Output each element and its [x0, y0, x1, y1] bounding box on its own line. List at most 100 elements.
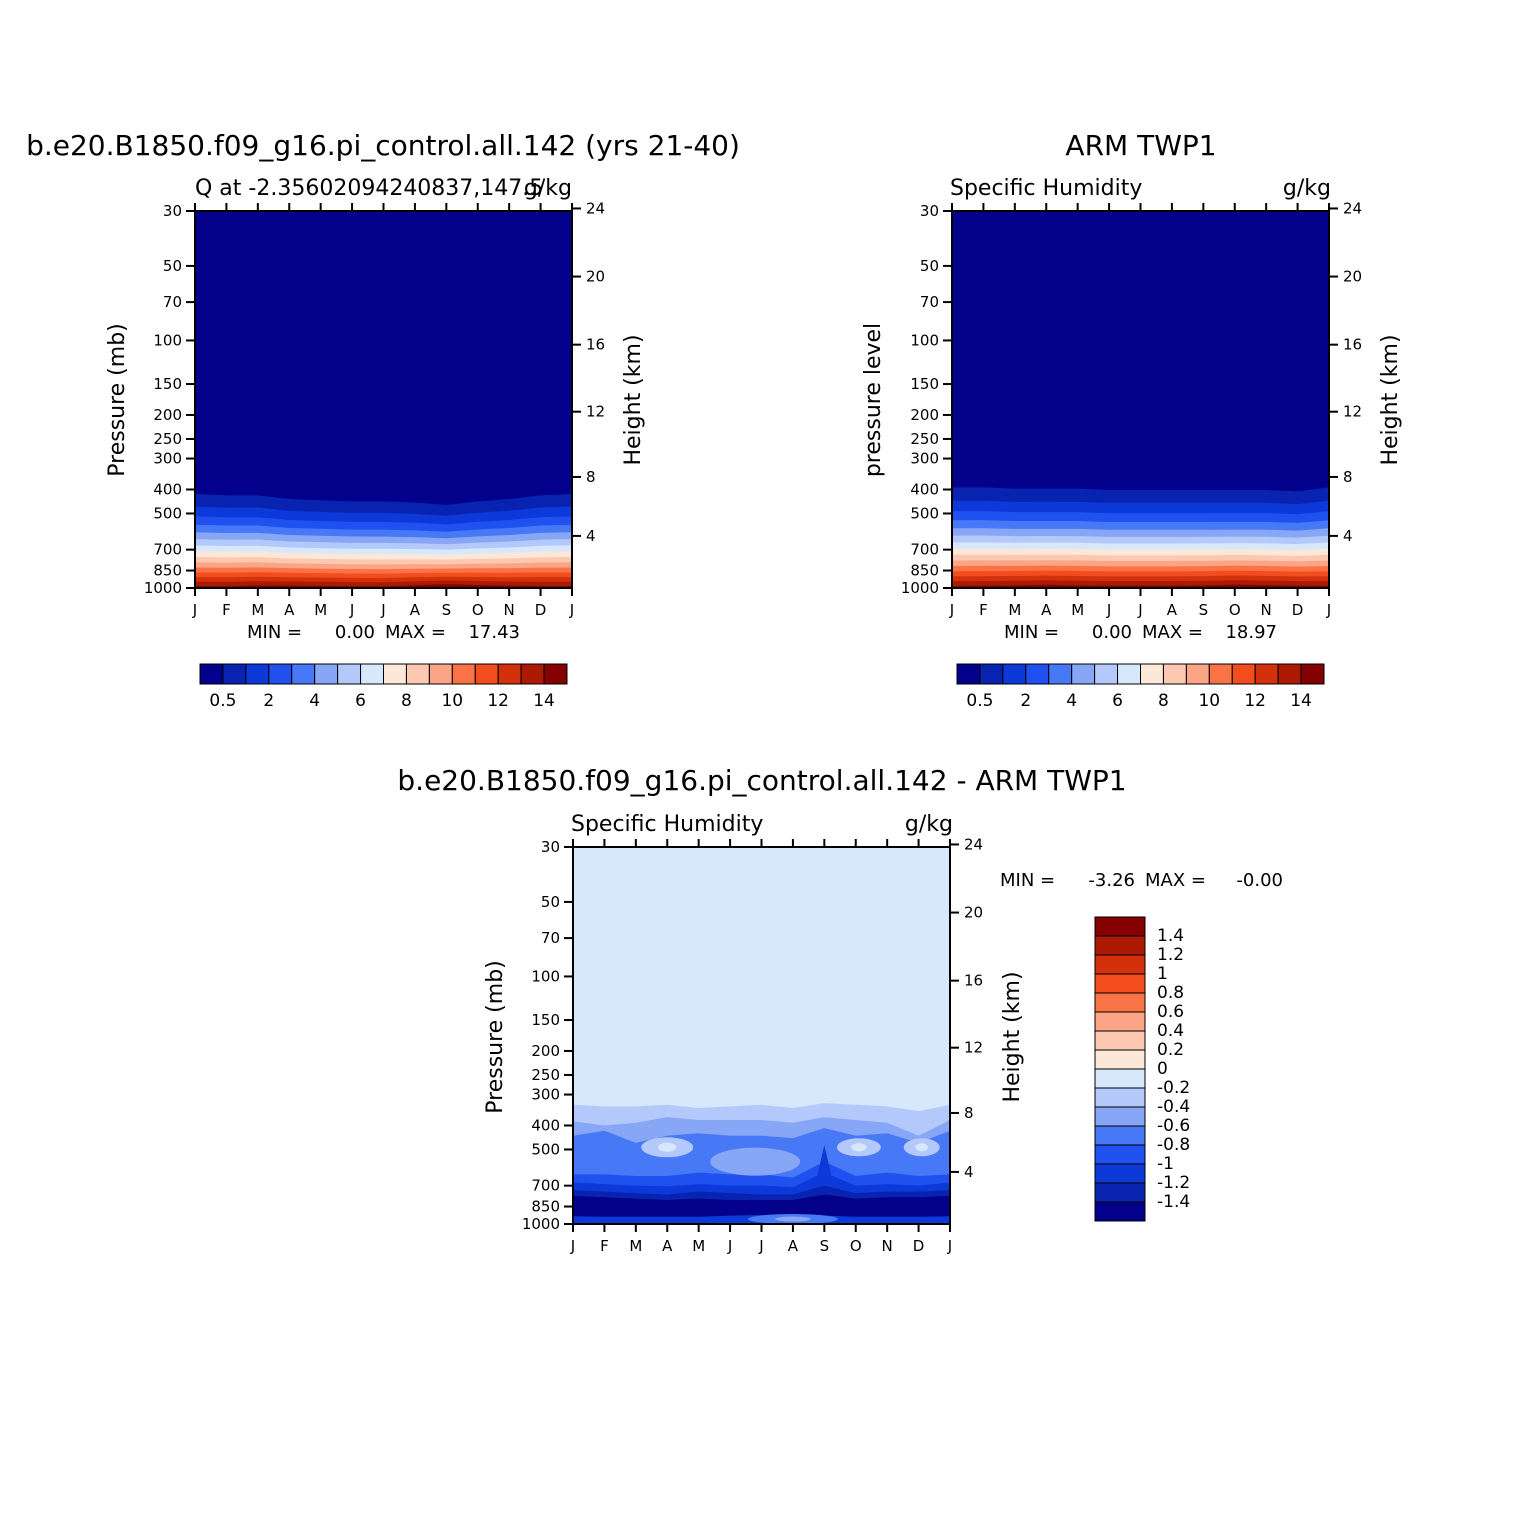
panel-obs-colorbar-label: 6 — [1112, 691, 1123, 711]
panel-obs-max-value: 18.97 — [1225, 622, 1277, 643]
panel-obs-ytick-label: 300 — [910, 450, 939, 468]
panel-model-ytick-label: 300 — [153, 450, 182, 468]
panel-diff-yrtick-label: 8 — [964, 1104, 974, 1122]
panel-obs-xtick-label: A — [1167, 601, 1178, 619]
panel-diff-colorbar-box — [1094, 973, 1146, 994]
panel-obs-xtick-label: M — [1008, 601, 1021, 619]
panel-obs-ytick-label: 30 — [920, 202, 939, 220]
panel-diff-contour-blob — [851, 1143, 867, 1152]
panel-model-title: b.e20.B1850.f09_g16.pi_control.all.142 (… — [26, 129, 740, 162]
panel-obs-colorbar-label: 14 — [1290, 691, 1312, 711]
panel-model-xtick-label: N — [504, 601, 515, 619]
panel-diff-colorbar-label: -1 — [1157, 1154, 1174, 1174]
panel-model-colorbar-box — [245, 663, 270, 685]
panel-diff-colorbar-label: -0.2 — [1157, 1078, 1190, 1098]
panel-model-colorbar-box — [451, 663, 476, 685]
panel-obs-yrtick-label: 20 — [1343, 268, 1362, 286]
panel-diff-colorbar-label: 1 — [1157, 964, 1168, 984]
panel-obs-xtick-label: J — [1106, 601, 1111, 619]
panel-diff-colorbar-box — [1094, 1049, 1146, 1070]
panel-diff-contour-blob — [710, 1147, 801, 1176]
panel-obs-colorbar-box — [1002, 663, 1027, 685]
panel-model-ytick-label: 50 — [163, 257, 182, 275]
panel-model-xtick-label: M — [251, 601, 264, 619]
panel-obs-ytick-label: 250 — [910, 430, 939, 448]
panel-model-colorbar-label: 8 — [401, 691, 412, 711]
panel-model-ytick-label: 70 — [163, 293, 182, 311]
panel-model-colorbar-box — [543, 663, 568, 685]
panel-model-xtick-label: J — [349, 601, 354, 619]
panel-model-yrtick-label: 20 — [586, 268, 605, 286]
panel-diff-ytick-label: 150 — [531, 1011, 560, 1029]
panel-obs-colorbar-box — [1231, 663, 1256, 685]
panel-model-colorbar-box — [337, 663, 362, 685]
panel-obs-xtick-label: S — [1199, 601, 1209, 619]
panel-obs-ytick-label: 500 — [910, 504, 939, 522]
panel-model-ytick-label: 500 — [153, 504, 182, 522]
panel-diff-ytick-label: 700 — [531, 1177, 560, 1195]
panel-diff-max-label: MAX = — [1145, 870, 1206, 891]
panel-obs-xtick-label: J — [949, 601, 954, 619]
panel-model-colorbar-box — [199, 663, 224, 685]
panel-model-colorbar-box — [474, 663, 499, 685]
panel-diff-min-value: -3.26 — [1088, 870, 1135, 891]
panel-model-ylabel: Pressure (mb) — [105, 323, 130, 477]
panel-diff-contour-band — [573, 1194, 950, 1224]
panel-obs-colorbar-box — [979, 663, 1004, 685]
panel-diff-xtick-label: D — [913, 1237, 925, 1255]
panel-model-xtick-label: D — [535, 601, 547, 619]
panel-model-ytick-label: 100 — [153, 331, 182, 349]
panel-diff-colorbar-label: -1.2 — [1157, 1173, 1190, 1193]
panel-obs-min-value: 0.00 — [1092, 622, 1132, 643]
panel-obs-xtick-label: D — [1292, 601, 1304, 619]
panel-obs-colorbar-box — [1162, 663, 1187, 685]
panel-diff-yrtick-label: 20 — [964, 904, 983, 922]
panel-model-ytick-label: 30 — [163, 202, 182, 220]
panel-model-colorbar: 0.5 2 4 6 8 10 12 14 — [199, 663, 568, 711]
panel-obs-xtick-label: N — [1261, 601, 1272, 619]
panel-model-ytick-label: 700 — [153, 541, 182, 559]
panel-model-colorbar-box — [360, 663, 384, 685]
panel-model-ytick-label: 150 — [153, 375, 182, 393]
panel-model-yrtick-label: 4 — [586, 527, 596, 545]
panel-obs-colorbar: 0.5 2 4 6 8 10 12 14 — [956, 663, 1325, 711]
panel-diff-units: g/kg — [905, 812, 953, 837]
panel-diff-yrtick-label: 24 — [964, 835, 983, 853]
panel-diff-xtick-label: N — [882, 1237, 893, 1255]
panel-obs-colorbar-box — [1071, 663, 1096, 685]
panel-diff-colorbar-box — [1094, 1163, 1146, 1184]
panel-model-xtick-label: S — [442, 601, 452, 619]
panel-model-ytick-label: 1000 — [144, 579, 182, 597]
panel-model-xtick-label: A — [410, 601, 421, 619]
panel-model-colorbar-box — [291, 663, 316, 685]
panel-model-colorbar-box — [497, 663, 522, 685]
panel-model-xtick-label: J — [192, 601, 197, 619]
panel-model-units: g/kg — [524, 176, 572, 201]
panel-obs-colorbar-box — [1277, 663, 1302, 685]
panel-diff-ytick-label: 100 — [531, 967, 560, 985]
panel-diff-colorbar-label: -0.8 — [1157, 1135, 1190, 1155]
panel-model-ytick-label: 400 — [153, 480, 182, 498]
panel-obs-colorbar-box — [1254, 663, 1279, 685]
panel-model-colorbar-box — [405, 663, 430, 685]
panel-diff-colorbar-box — [1094, 1068, 1146, 1089]
panel-diff-yrtick-label: 16 — [964, 972, 983, 990]
panel-model-colorbar-box — [268, 663, 293, 685]
panel-obs-xtick-label: F — [979, 601, 988, 619]
panel-obs-colorbar-label: 10 — [1198, 691, 1220, 711]
panel-obs-yrtick-label: 8 — [1343, 468, 1353, 486]
panel-obs-colorbar-box — [1140, 663, 1164, 685]
panel-obs-colorbar-box — [1185, 663, 1210, 685]
panel-obs-ytick-label: 100 — [910, 331, 939, 349]
panel-model-ytick-label: 850 — [153, 562, 182, 580]
panel-model-colorbar-box — [520, 663, 545, 685]
panel-obs-ytick-label: 70 — [920, 293, 939, 311]
panel-obs-ytick-label: 200 — [910, 406, 939, 424]
panel-diff-colorbar-label: 1.4 — [1157, 926, 1184, 946]
panel-diff-contour-band — [814, 1145, 834, 1186]
panel-obs-xtick-label: O — [1229, 601, 1241, 619]
panel-diff-xtick-label: A — [788, 1237, 799, 1255]
panel-diff-contour-blob — [915, 1143, 929, 1152]
panel-diff-colorbar-box — [1094, 1144, 1146, 1165]
panel-diff-colorbar-label: 0.8 — [1157, 983, 1184, 1003]
